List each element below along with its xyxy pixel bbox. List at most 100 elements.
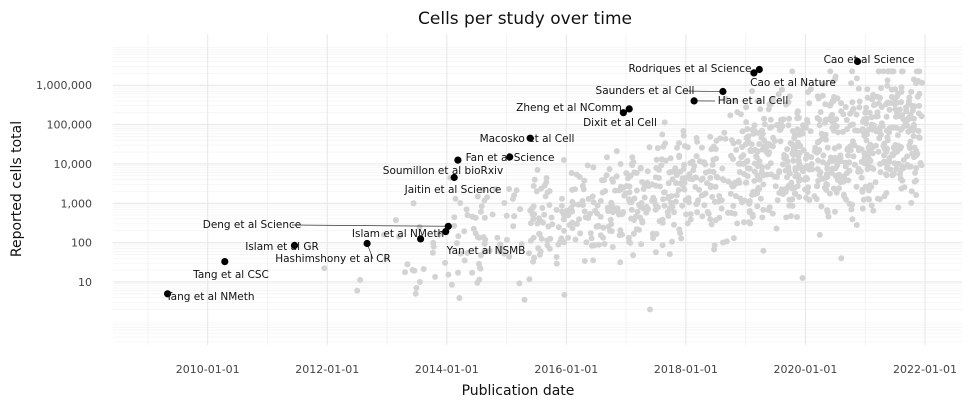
background-study-point [721, 129, 728, 136]
background-study-point [827, 101, 834, 107]
background-study-point [751, 168, 758, 175]
background-study-point [404, 261, 411, 268]
background-study-point [890, 144, 897, 151]
background-study-point [870, 91, 877, 98]
background-study-point [910, 115, 917, 122]
background-study-point [530, 183, 537, 189]
background-study-point [858, 174, 865, 181]
background-study-point [718, 205, 725, 212]
background-study-point [442, 259, 449, 266]
background-study-point [646, 144, 653, 151]
background-study-point [607, 216, 614, 223]
study-label: Rodriques et al Science [628, 63, 751, 75]
background-study-point [883, 113, 890, 120]
background-study-point [448, 281, 455, 288]
background-study-point [898, 185, 905, 192]
background-study-point [605, 223, 612, 230]
background-study-point [541, 211, 548, 218]
background-study-point [877, 94, 883, 101]
background-study-point [503, 212, 510, 219]
background-study-point [657, 183, 663, 190]
background-study-point [848, 80, 855, 87]
background-study-point [660, 196, 667, 203]
background-study-point [600, 224, 607, 231]
background-study-point [650, 194, 657, 201]
background-study-point [667, 155, 674, 162]
background-study-point [321, 265, 328, 272]
background-study-point [853, 111, 860, 118]
background-study-point [559, 195, 565, 202]
background-study-point [743, 158, 750, 165]
background-study-point [752, 146, 759, 153]
background-study-point [796, 131, 803, 138]
background-study-point [739, 128, 746, 135]
x-tick-label: 2020-01-01 [773, 363, 837, 376]
background-study-point [669, 203, 676, 210]
background-study-point [613, 173, 620, 180]
background-study-point [873, 128, 880, 135]
background-study-point [761, 115, 768, 122]
background-study-point [868, 202, 875, 209]
background-study-point [891, 101, 898, 107]
background-study-point [863, 120, 870, 127]
background-study-point [581, 208, 588, 215]
background-study-point [732, 193, 739, 200]
background-study-point [914, 93, 921, 100]
background-study-point [687, 216, 694, 223]
background-study-point [895, 132, 901, 139]
background-study-point [832, 208, 838, 215]
study-label: Cao et al Nature [750, 77, 836, 89]
background-study-point [855, 147, 862, 154]
background-study-point [452, 195, 459, 202]
background-study-point [672, 198, 679, 205]
background-study-point [622, 190, 629, 197]
background-study-point [874, 113, 881, 120]
background-study-point [746, 219, 753, 226]
background-study-point [411, 267, 418, 274]
study-label: Islam et al NMeth [352, 228, 444, 240]
background-study-point [734, 109, 741, 116]
background-study-point [474, 193, 481, 200]
background-study-point [791, 190, 798, 197]
background-study-point [766, 101, 773, 108]
background-study-point [560, 216, 567, 223]
background-study-point [872, 142, 879, 149]
background-study-point [625, 196, 632, 203]
background-study-point [543, 175, 550, 181]
background-study-point [910, 133, 917, 140]
background-study-point [674, 144, 680, 151]
background-study-point [662, 140, 669, 147]
background-study-point [630, 159, 637, 166]
background-study-point [856, 104, 863, 111]
background-study-point [463, 206, 470, 213]
background-study-point [812, 148, 819, 155]
background-study-point [709, 161, 716, 168]
background-study-point [778, 120, 784, 126]
background-study-point [634, 208, 641, 215]
background-study-point [911, 144, 918, 151]
highlighted-study-point [755, 65, 763, 74]
background-study-point [911, 103, 918, 110]
background-study-point [682, 174, 689, 181]
background-study-point [633, 169, 640, 176]
background-study-point [779, 86, 785, 93]
background-study-point [553, 260, 560, 267]
background-study-point [784, 146, 791, 153]
background-study-point [746, 165, 753, 172]
background-study-point [744, 173, 751, 180]
background-study-point [590, 199, 597, 206]
background-study-point [840, 174, 847, 181]
background-study-point [560, 211, 567, 218]
background-study-point [866, 187, 872, 194]
background-study-point [645, 183, 652, 190]
background-study-point [456, 295, 463, 301]
background-study-point [429, 249, 436, 256]
background-study-point [743, 104, 750, 111]
background-study-point [516, 280, 523, 287]
background-study-point [824, 207, 831, 214]
background-study-point [579, 198, 586, 204]
background-study-point [679, 202, 686, 209]
background-study-point [818, 203, 825, 210]
background-study-point [760, 206, 767, 213]
background-study-point [814, 166, 821, 173]
